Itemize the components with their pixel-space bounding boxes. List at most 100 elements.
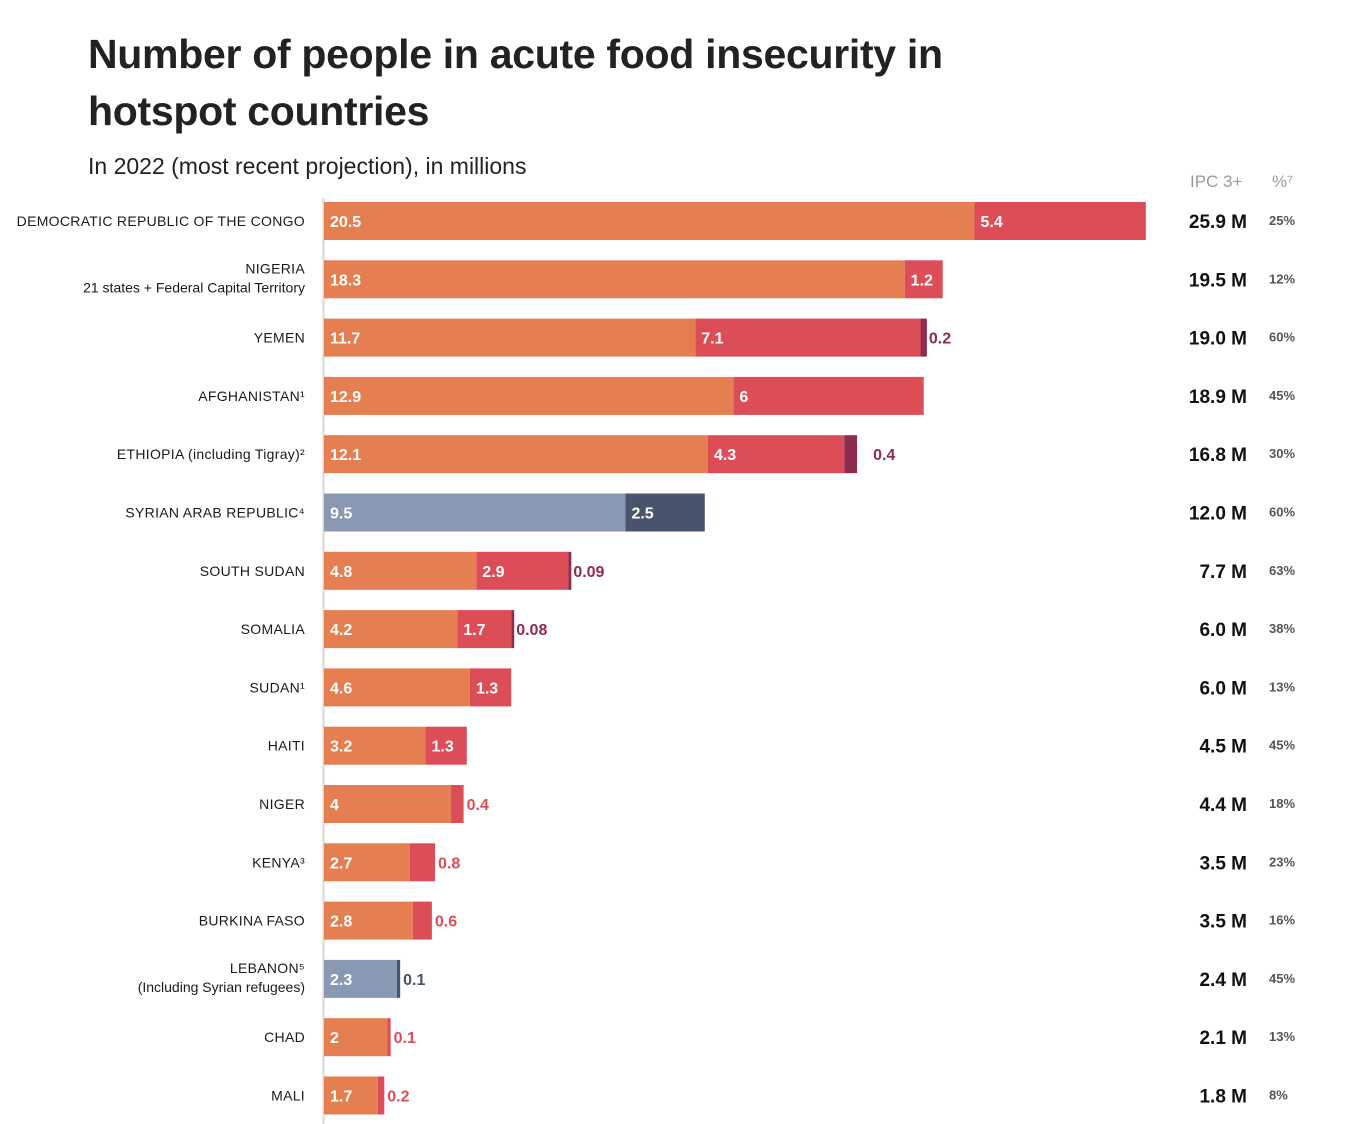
bar-segment: [324, 1076, 378, 1115]
bar-segment: [707, 435, 845, 474]
percent-value: 18%: [1269, 796, 1295, 811]
ipc-total-value: 3.5 M: [1199, 853, 1247, 874]
percent-column-header: %⁷: [1272, 172, 1294, 191]
bar-segment: [324, 318, 696, 357]
bar-value-label: 0.09: [573, 564, 604, 581]
bar-segment: [324, 551, 477, 590]
bar-value-label: 4.8: [330, 564, 352, 581]
bar-segment: [324, 435, 708, 474]
ipc-column-header: IPC 3+: [1190, 172, 1243, 191]
bar-value-label: 12.9: [330, 389, 361, 406]
bar-segment: [469, 668, 512, 707]
category-label: NIGERIA: [245, 260, 305, 276]
bar-value-label: 11.7: [330, 331, 360, 348]
ipc-total-value: 16.8 M: [1189, 445, 1247, 466]
bar-value-label: 0.08: [516, 622, 547, 639]
bar-value-label: 4.3: [714, 447, 736, 464]
bar-value-label: 2.5: [631, 506, 653, 523]
bar-value-label: 0.6: [435, 914, 457, 931]
bar-value-label: 0.1: [403, 972, 425, 989]
percent-value: 45%: [1269, 738, 1295, 753]
percent-value: 23%: [1269, 854, 1295, 869]
bar-segment: [425, 726, 467, 765]
bar-segment: [457, 610, 512, 649]
category-label: NIGER: [259, 796, 305, 812]
bar-segment: [324, 668, 470, 707]
bar-value-label: 0.8: [438, 855, 460, 872]
bar-segment: [733, 376, 924, 415]
category-label: SOMALIA: [241, 621, 306, 637]
bar-value-label: 7.1: [701, 331, 723, 348]
ipc-total-value: 19.0 M: [1189, 329, 1247, 350]
category-label: AFGHANISTAN¹: [198, 388, 305, 404]
bar-value-label: 0.1: [394, 1030, 416, 1047]
bar-segment: [324, 610, 458, 649]
ipc-total-value: 6.0 M: [1199, 678, 1247, 699]
percent-value: 13%: [1269, 1029, 1295, 1044]
ipc-total-value: 2.1 M: [1199, 1028, 1247, 1049]
bar-value-label: 1.7: [463, 622, 485, 639]
bar-value-label: 2.7: [330, 855, 352, 872]
bar-value-label: 20.5: [330, 214, 361, 231]
bar-segment: [409, 843, 436, 882]
bar-value-label: 0.4: [467, 797, 489, 814]
bar-segment: [396, 959, 401, 998]
category-label: KENYA³: [252, 854, 305, 870]
bar-value-label: 3.2: [330, 739, 352, 756]
category-label: SYRIAN ARAB REPUBLIC⁴: [125, 505, 305, 521]
category-label: SUDAN¹: [250, 679, 306, 695]
category-label: CHAD: [264, 1029, 305, 1045]
percent-value: 8%: [1269, 1088, 1288, 1103]
chart-title: Number of people in acute food insecurit…: [88, 31, 943, 134]
category-label: MALI: [271, 1088, 305, 1104]
bar-segment: [695, 318, 921, 357]
ipc-total-value: 19.5 M: [1189, 270, 1247, 291]
percent-value: 60%: [1269, 505, 1295, 520]
bar-segment: [476, 551, 569, 590]
bar-value-label: 1.3: [476, 680, 498, 697]
bar-segment: [324, 1018, 388, 1057]
percent-value: 12%: [1269, 271, 1295, 286]
chart-subtitle: In 2022 (most recent projection), in mil…: [88, 153, 527, 179]
bar-segment: [844, 435, 858, 474]
bar-value-label: 2: [330, 1030, 339, 1047]
bar-segment: [450, 785, 464, 823]
bar-segment: [324, 785, 451, 823]
ipc-total-value: 2.4 M: [1199, 970, 1247, 991]
category-label: ETHIOPIA (including Tigray)²: [117, 446, 305, 462]
ipc-total-value: 25.9 M: [1189, 212, 1247, 233]
bar-segment: [568, 551, 572, 590]
bar-value-label: 1.2: [911, 272, 933, 289]
bar-segment: [324, 959, 397, 998]
category-label: LEBANON⁵: [230, 960, 305, 976]
ipc-total-value: 1.8 M: [1199, 1087, 1247, 1108]
bar-segment: [412, 901, 432, 940]
category-label: HAITI: [268, 738, 305, 754]
category-sublabel: (Including Syrian refugees): [138, 979, 305, 995]
category-label: DEMOCRATIC REPUBLIC OF THE CONGO: [17, 213, 305, 229]
category-sublabel: 21 states + Federal Capital Territory: [83, 279, 305, 295]
bar-value-label: 0.4: [873, 447, 895, 464]
bar-segment: [324, 843, 410, 882]
bar-value-label: 1.3: [432, 739, 454, 756]
bar-segment: [324, 493, 626, 532]
ipc-total-value: 7.7 M: [1199, 562, 1247, 583]
bar-value-label: 2.9: [482, 564, 504, 581]
bar-segment: [920, 318, 927, 357]
percent-value: 45%: [1269, 971, 1295, 986]
bar-segment: [625, 493, 705, 532]
ipc-total-value: 12.0 M: [1189, 504, 1247, 525]
percent-value: 30%: [1269, 446, 1295, 461]
ipc-total-value: 6.0 M: [1199, 620, 1247, 641]
percent-value: 16%: [1269, 913, 1295, 928]
percent-value: 63%: [1269, 563, 1295, 578]
bar-value-label: 4.6: [330, 680, 352, 697]
percent-value: 45%: [1269, 388, 1295, 403]
bar-value-label: 1.7: [330, 1089, 352, 1106]
ipc-total-value: 3.5 M: [1199, 912, 1247, 933]
bar-value-label: 6: [739, 389, 748, 406]
bar-segment: [324, 202, 975, 240]
bar-value-label: 12.1: [330, 447, 361, 464]
bar-segment: [324, 376, 734, 415]
